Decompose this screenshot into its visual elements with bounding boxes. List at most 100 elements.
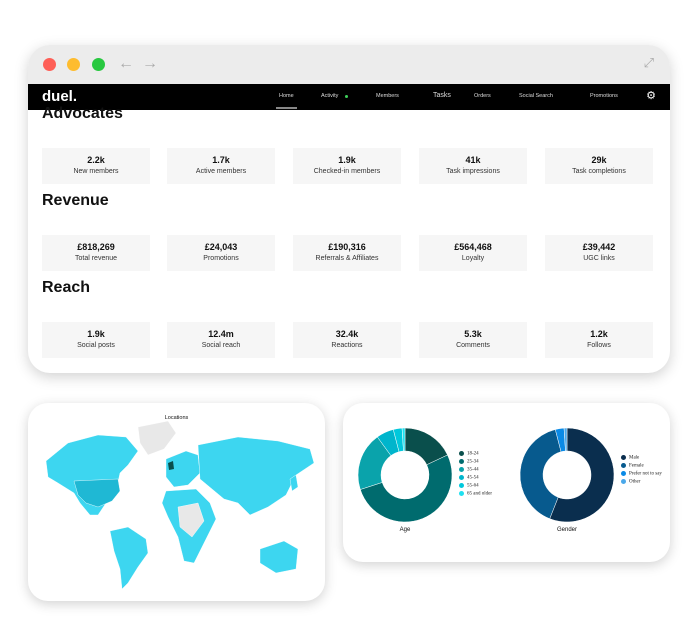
chart-title: Gender	[556, 527, 577, 533]
metric-card[interactable]: 41k Task impressions	[419, 148, 527, 184]
south-america	[109, 526, 149, 590]
metric-card[interactable]: £24,043 Promotions	[167, 235, 275, 271]
metric-card[interactable]: 1.2k Follows	[545, 322, 653, 358]
title-bar: ← → ⤢	[28, 45, 670, 84]
legend-swatch	[459, 491, 464, 496]
uk-highlight	[168, 461, 174, 470]
legend-item: 65 and older	[459, 491, 492, 499]
legend-item: 25-34	[459, 459, 492, 467]
nav-activity[interactable]: Activity	[321, 93, 339, 99]
back-arrow-icon[interactable]: ←	[118, 55, 134, 72]
legend-label: Female	[629, 463, 644, 469]
metric-label: Total revenue	[74, 255, 118, 262]
metric-card[interactable]: 32.4k Reactions	[293, 322, 401, 358]
legend-label: 25-34	[467, 459, 479, 465]
demographics-panel: Age 18-24 25-34 35-44 45-54 55-64 65 and older…	[343, 403, 670, 562]
metric-card[interactable]: 1.9k Social posts	[42, 322, 150, 358]
europe	[165, 450, 201, 488]
metric-label: UGC links	[583, 255, 615, 262]
legend-label: 45-54	[467, 475, 479, 481]
activity-status-dot	[345, 95, 348, 98]
metric-label: Reactions	[331, 342, 363, 349]
forward-arrow-icon[interactable]: →	[142, 55, 158, 72]
nav-members[interactable]: Members	[376, 93, 399, 99]
central-africa-no-data	[177, 502, 205, 538]
legend-item: 55-64	[459, 483, 492, 491]
legend-item: 35-44	[459, 467, 492, 475]
section-title: Advocates	[42, 105, 123, 122]
demographic-donut-charts	[357, 427, 615, 523]
metric-value: 29k	[591, 155, 607, 165]
legend-label: 18-24	[467, 451, 479, 457]
usa	[73, 478, 121, 508]
legend-swatch	[459, 475, 464, 480]
donut-slice-65-and-older[interactable]	[401, 427, 406, 452]
nav-social-search[interactable]: Social Search	[519, 93, 553, 99]
metric-card[interactable]: £564,468 Loyalty	[419, 235, 527, 271]
top-nav: duel. Home Activity Members Tasks Orders…	[28, 84, 670, 110]
nav-home[interactable]: Home	[276, 93, 297, 109]
donut-slice-25-34[interactable]	[359, 454, 453, 523]
metric-label: Referrals & Affiliates	[315, 255, 379, 262]
legend-item: 18-24	[459, 451, 492, 459]
asia	[197, 436, 315, 516]
metric-card[interactable]: 5.3k Comments	[419, 322, 527, 358]
metric-label: Loyalty	[461, 255, 485, 262]
australia	[259, 540, 299, 574]
metric-label: Task impressions	[446, 168, 500, 175]
logo: duel.	[42, 88, 78, 105]
expand-icon[interactable]: ⤢	[643, 55, 654, 70]
metric-value: £564,468	[454, 242, 492, 252]
metric-card[interactable]: £39,442 UGC links	[545, 235, 653, 271]
legend-item: Female	[621, 463, 662, 471]
minimize-window-button[interactable]	[67, 58, 80, 71]
gear-icon[interactable]: ⚙	[646, 90, 656, 102]
maximize-window-button[interactable]	[92, 58, 105, 71]
legend-item: 45-54	[459, 475, 492, 483]
metric-value: 32.4k	[335, 329, 359, 339]
legend-item: Male	[621, 455, 662, 463]
donut-slice-female[interactable]	[519, 429, 562, 520]
legend-item: Prefer not to say	[621, 471, 662, 479]
metric-card[interactable]: £190,316 Referrals & Affiliates	[293, 235, 401, 271]
legend-swatch	[459, 451, 464, 456]
metric-value: 12.4m	[208, 329, 234, 339]
metric-value: 41k	[465, 155, 481, 165]
metric-card[interactable]: 29k Task completions	[545, 148, 653, 184]
metric-card[interactable]: 1.9k Checked-in members	[293, 148, 401, 184]
metric-label: Active members	[195, 168, 247, 175]
metric-value: 1.7k	[212, 155, 230, 165]
metric-label: New members	[73, 168, 119, 175]
chart-title: Age	[399, 527, 411, 533]
metric-label: Checked-in members	[313, 168, 381, 175]
section-title: Revenue	[42, 192, 109, 209]
chart-legend: 18-24 25-34 35-44 45-54 55-64 65 and older	[459, 451, 492, 499]
legend-label: 55-64	[467, 483, 479, 489]
donut-slice-other[interactable]	[563, 427, 568, 452]
legend-label: Other	[629, 479, 641, 485]
legend-swatch	[621, 479, 626, 484]
legend-swatch	[459, 483, 464, 488]
metric-value: £818,269	[77, 242, 115, 252]
metric-label: Comments	[456, 342, 490, 349]
metric-value: £39,442	[582, 242, 616, 252]
legend-swatch	[621, 463, 626, 468]
metric-card[interactable]: 1.7k Active members	[167, 148, 275, 184]
metric-card[interactable]: £818,269 Total revenue	[42, 235, 150, 271]
donut-slice-male[interactable]	[549, 427, 615, 523]
world-map[interactable]	[28, 403, 325, 601]
metric-value: 1.2k	[590, 329, 608, 339]
close-window-button[interactable]	[43, 58, 56, 71]
nav-tasks[interactable]: Tasks	[433, 92, 451, 99]
metric-card[interactable]: 12.4m Social reach	[167, 322, 275, 358]
metric-label: Promotions	[203, 255, 239, 262]
legend-label: Prefer not to say	[629, 471, 662, 477]
metric-value: 1.9k	[338, 155, 356, 165]
nav-orders[interactable]: Orders	[474, 93, 491, 99]
legend-item: Other	[621, 479, 662, 487]
legend-label: 65 and older	[467, 491, 492, 497]
metric-value: 2.2k	[87, 155, 105, 165]
map-title: Locations	[164, 415, 189, 421]
metric-card[interactable]: 2.2k New members	[42, 148, 150, 184]
nav-promotions[interactable]: Promotions	[590, 93, 618, 99]
